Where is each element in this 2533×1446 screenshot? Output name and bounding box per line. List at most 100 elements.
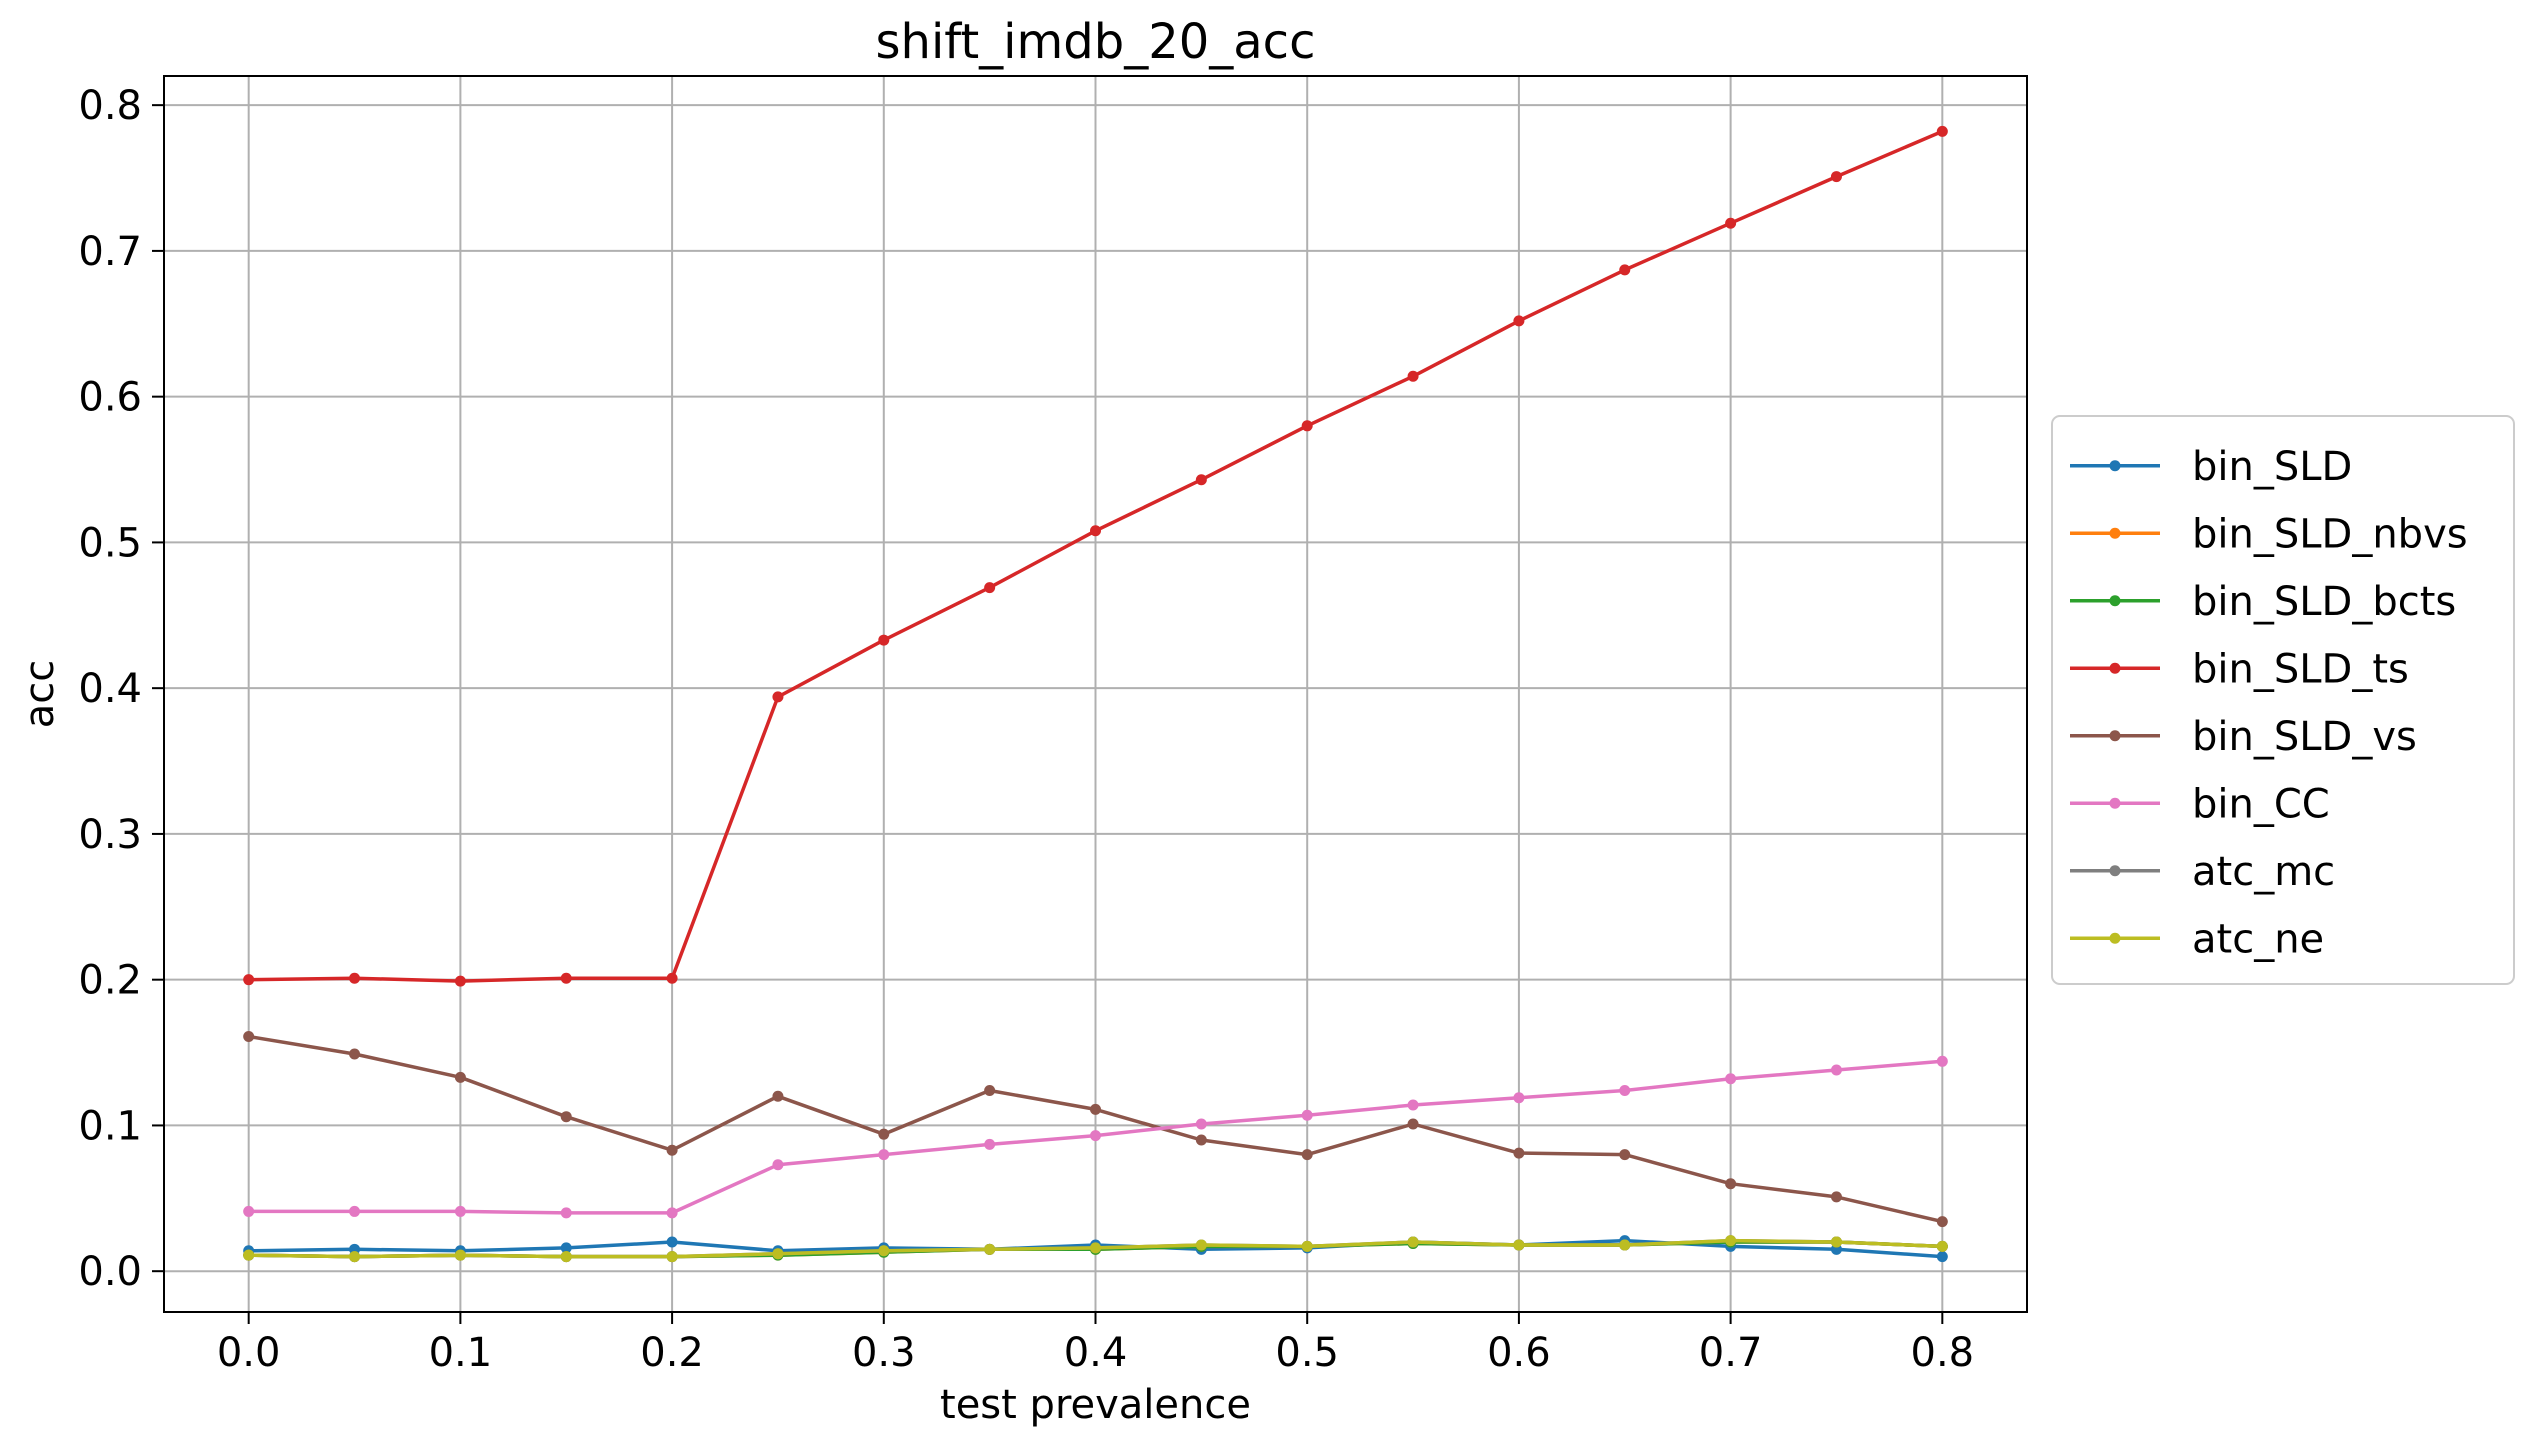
data-point (666, 1207, 678, 1219)
y-tick-label: 0.0 (78, 1249, 142, 1295)
legend-item: atc_ne (2070, 916, 2324, 962)
data-point (878, 634, 890, 646)
data-point (349, 1048, 361, 1060)
data-point (666, 1251, 678, 1263)
data-point (349, 1251, 361, 1263)
data-point (1195, 1118, 1207, 1130)
grid (164, 76, 2027, 1312)
data-point (1619, 1149, 1631, 1161)
series-bin_SLD_ts (243, 125, 1948, 987)
data-point (772, 1159, 784, 1171)
data-point (560, 1251, 572, 1263)
data-point (560, 972, 572, 984)
data-point (1090, 525, 1101, 537)
data-point (1513, 1092, 1525, 1104)
data-point (772, 1090, 784, 1102)
legend-marker (2109, 460, 2121, 472)
data-point (772, 691, 784, 703)
data-point (1936, 1240, 1948, 1252)
data-point (1195, 474, 1207, 486)
data-point (1830, 1064, 1842, 1076)
series-layer (243, 125, 1948, 1263)
data-point (243, 1031, 255, 1043)
data-point (984, 1243, 996, 1255)
data-point (1090, 1130, 1101, 1142)
data-point (454, 975, 466, 987)
x-tick-label: 0.1 (429, 1330, 493, 1376)
x-tick-label: 0.6 (1487, 1330, 1551, 1376)
data-point (1513, 1239, 1525, 1251)
legend-label: atc_mc (2192, 849, 2335, 895)
data-point (560, 1207, 572, 1219)
legend-label: bin_SLD_ts (2192, 646, 2409, 692)
legend-label: bin_SLD_nbvs (2192, 511, 2468, 557)
y-tick-label: 0.8 (78, 83, 142, 129)
data-point (1936, 1251, 1948, 1263)
x-tick-label: 0.2 (640, 1330, 704, 1376)
data-point (560, 1242, 572, 1254)
legend-item: bin_CC (2070, 781, 2330, 827)
data-point (1619, 264, 1631, 276)
x-tick-label: 0.7 (1699, 1330, 1763, 1376)
data-point (1301, 1109, 1313, 1121)
data-point (1513, 1147, 1525, 1159)
legend-label: bin_SLD_vs (2192, 714, 2417, 760)
data-point (1619, 1239, 1631, 1251)
data-point (1407, 1099, 1419, 1111)
data-point (878, 1149, 890, 1161)
data-point (878, 1128, 890, 1140)
data-point (1725, 1178, 1737, 1190)
data-point (454, 1249, 466, 1261)
x-tick-label: 0.8 (1911, 1330, 1975, 1376)
data-point (1090, 1103, 1101, 1115)
data-point (1725, 217, 1737, 229)
legend-marker (2109, 730, 2121, 742)
x-tick-label: 0.5 (1275, 1330, 1339, 1376)
data-point (1090, 1242, 1101, 1254)
ticks: 0.0 0.1 0.2 0.3 0.4 0.5 0.6 0.7 0.8 0.0 0.1 0.2 0.3 0… (78, 83, 1974, 1376)
x-tick-label: 0.4 (1064, 1330, 1128, 1376)
legend-label: bin_SLD (2192, 444, 2352, 490)
data-point (1830, 1191, 1842, 1203)
data-point (1301, 420, 1313, 432)
data-point (1619, 1084, 1631, 1096)
data-point (243, 1249, 255, 1261)
data-point (984, 1138, 996, 1150)
legend-marker (2109, 932, 2121, 944)
series-bin_CC (243, 1055, 1948, 1219)
data-point (666, 972, 678, 984)
data-point (878, 1245, 890, 1257)
data-point (454, 1205, 466, 1217)
data-point (1301, 1240, 1313, 1252)
data-point (1195, 1134, 1207, 1146)
legend-marker (2109, 527, 2121, 539)
legend-item: bin_SLD_vs (2070, 714, 2417, 760)
y-tick-label: 0.6 (78, 375, 142, 421)
data-point (1725, 1235, 1737, 1247)
legend-marker (2109, 865, 2121, 877)
data-point (1936, 1216, 1948, 1228)
data-point (772, 1248, 784, 1260)
data-point (984, 1084, 996, 1096)
x-axis-title: test prevalence (940, 1382, 1251, 1428)
chart-title: shift_imdb_20_acc (876, 14, 1316, 70)
series-atc_ne (243, 1235, 1948, 1263)
y-tick-label: 0.3 (78, 812, 142, 858)
legend-label: atc_ne (2192, 916, 2324, 962)
data-point (1513, 315, 1525, 327)
legend-marker (2109, 662, 2121, 674)
legend-item: bin_SLD_nbvs (2070, 511, 2468, 557)
data-point (1195, 1239, 1207, 1251)
x-tick-label: 0.3 (852, 1330, 916, 1376)
data-point (454, 1071, 466, 1083)
series-bin_SLD_vs (243, 1031, 1948, 1228)
legend-marker (2109, 595, 2121, 607)
y-tick-label: 0.7 (78, 229, 142, 275)
data-point (1936, 125, 1948, 137)
data-point (1407, 1118, 1419, 1130)
x-tick-label: 0.0 (217, 1330, 281, 1376)
legend-item: bin_SLD_bcts (2070, 579, 2456, 625)
data-point (1830, 171, 1842, 183)
y-tick-label: 0.2 (78, 958, 142, 1004)
